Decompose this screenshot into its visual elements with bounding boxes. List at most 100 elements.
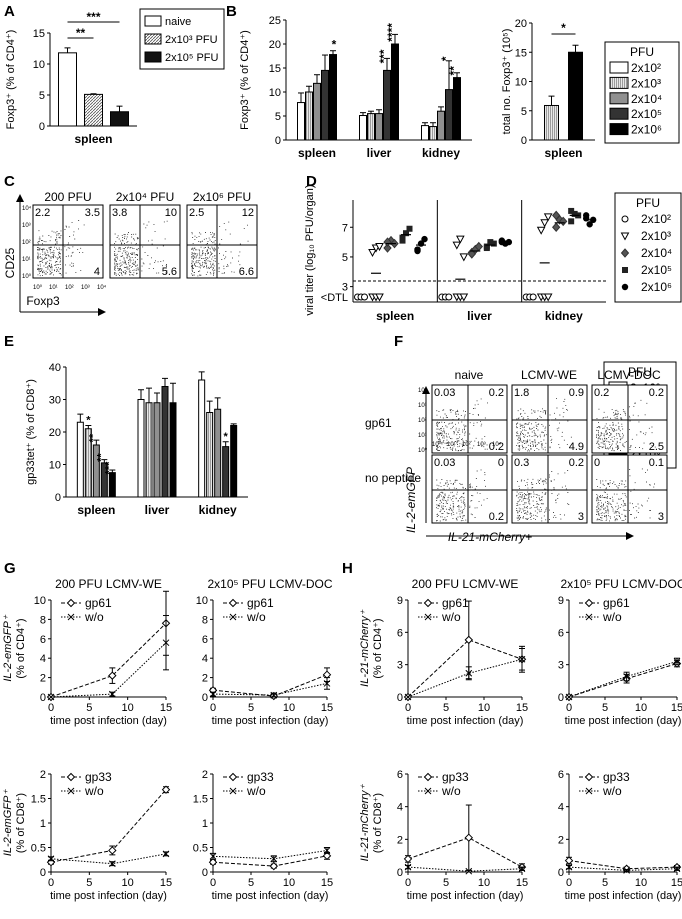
legend-swatch [609, 92, 629, 105]
y-tick-label: 6 [558, 769, 564, 781]
subplot-title: 2x10⁵ PFU LCMV-DOC [560, 577, 682, 591]
data-point [487, 239, 494, 246]
bar-2x10² [198, 379, 206, 498]
y-tick-label: 0 [202, 867, 208, 879]
bar-2x10⁴ [92, 444, 100, 498]
legend-marker [228, 772, 238, 782]
y-tick-label: 6 [558, 627, 564, 639]
y-tick-label: 10⁰ [418, 447, 428, 454]
legend-marker [621, 215, 629, 223]
x-tick-label: 15 [516, 877, 528, 889]
x-tick-label: 0 [210, 702, 216, 714]
bar-2x10⁴ [375, 113, 383, 141]
legend-label: 2x10² [641, 212, 671, 226]
bar-2x10⁶ [108, 472, 116, 498]
y-tick-label: 2 [202, 769, 208, 781]
category-label: spleen [544, 146, 582, 160]
legend-box [604, 41, 680, 144]
legend-label: gp33 [247, 770, 274, 784]
x-tick-label: 15 [671, 877, 682, 889]
x-tick-label: 5 [248, 877, 254, 889]
y-tick-label: 4 [397, 802, 403, 814]
x-tick-label: 0 [405, 702, 411, 714]
sig-marker: **** [385, 23, 399, 42]
y-tick-label: 8 [202, 614, 208, 626]
data-point [421, 235, 428, 243]
legend-marker [66, 598, 76, 608]
bar-2x10⁴ [214, 408, 222, 498]
y-tick-label: 20 [49, 427, 61, 439]
sig-marker: ** [87, 433, 99, 442]
legend-label: w/o [441, 784, 461, 798]
sig-marker: ** [95, 453, 107, 462]
data-point [270, 855, 278, 863]
quadrant-value: 0.03 [434, 387, 455, 399]
x-tick-label: 10⁴ [97, 284, 107, 291]
legend-swatch [144, 33, 162, 45]
legend-label: 2x10³ PFU [165, 34, 218, 46]
x-axis-label: time post infection (day) [212, 890, 329, 902]
bar-2x10⁴ [437, 110, 445, 141]
sig-marker: * [439, 56, 453, 61]
data-point [673, 658, 681, 665]
data-point [108, 860, 116, 868]
bar-2x10³ [305, 91, 313, 141]
quadrant-value: 0.3 [514, 457, 529, 469]
data-point [375, 293, 384, 302]
quadrant-value: 0.2 [649, 387, 664, 399]
data-point [404, 693, 412, 701]
y-tick-label: 10² [22, 240, 31, 246]
sig-marker: ** [76, 26, 86, 40]
flow-events [114, 220, 168, 276]
data-point [361, 293, 368, 301]
category-label: kidney [545, 309, 583, 323]
sig-marker: *** [377, 49, 391, 63]
x-tick-label: 5 [602, 877, 608, 889]
data-point [459, 293, 469, 302]
y-tick-label: 0 [40, 692, 46, 704]
x-axis-label: time post infection (day) [565, 715, 682, 727]
flow-events [516, 470, 570, 522]
quadrant-value: 6.6 [239, 266, 254, 278]
flow-plot-frame [511, 384, 588, 454]
data-point [518, 865, 526, 873]
panel-label-B: B [226, 3, 237, 20]
quadrant-value: 2.2 [35, 207, 50, 219]
series-line-w/o [407, 658, 523, 698]
x-axis-label: time post infection (day) [50, 890, 167, 902]
subplot-title: 200 PFU LCMV-WE [412, 577, 519, 591]
data-point [322, 851, 332, 861]
y-tick-label: 20 [515, 18, 527, 30]
x-tick-label: 10⁴ [492, 441, 502, 448]
x-tick-label: 0 [48, 877, 54, 889]
y-tick-label: 0.5 [193, 843, 208, 855]
quadrant-value: 0 [498, 457, 504, 469]
data-point [565, 863, 573, 871]
data-point [47, 693, 55, 701]
arrow-head [16, 194, 24, 202]
x-tick-label: 10 [122, 877, 134, 889]
category-label: liver [367, 146, 392, 160]
series-line-gp61 [212, 674, 328, 697]
data-point [459, 253, 469, 262]
y-tick-label: 3 [397, 660, 403, 672]
y-tick-label: 20 [269, 39, 281, 51]
legend-label: 2x10⁶ [641, 280, 672, 294]
legend-marker [67, 787, 75, 795]
legend-marker [423, 598, 433, 608]
y-tick-label: 4 [40, 653, 46, 665]
x-tick-label: 10² [462, 442, 471, 448]
bar-2x10⁶ [453, 77, 461, 141]
x-axis-label: time post infection (day) [50, 715, 167, 727]
series-line-w/o [212, 682, 328, 696]
y-tick-label: 6 [397, 769, 403, 781]
y-tick-label: 0 [39, 121, 45, 133]
data-point [399, 237, 406, 244]
y-axis-label: IL-21-mCherry⁺ [359, 783, 371, 861]
series-line-gp33 [50, 789, 167, 863]
bar-2x10⁴ [153, 402, 161, 498]
panel-label-D: D [306, 173, 317, 190]
quadrant-value: 0.2 [569, 457, 584, 469]
subplot-title: 2x10⁵ PFU LCMV-DOC [207, 577, 332, 591]
sig-marker: * [86, 415, 91, 427]
